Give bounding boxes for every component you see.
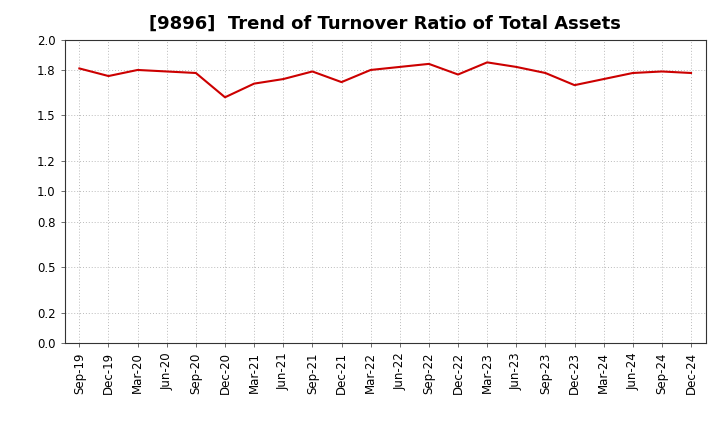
Title: [9896]  Trend of Turnover Ratio of Total Assets: [9896] Trend of Turnover Ratio of Total … [149, 15, 621, 33]
